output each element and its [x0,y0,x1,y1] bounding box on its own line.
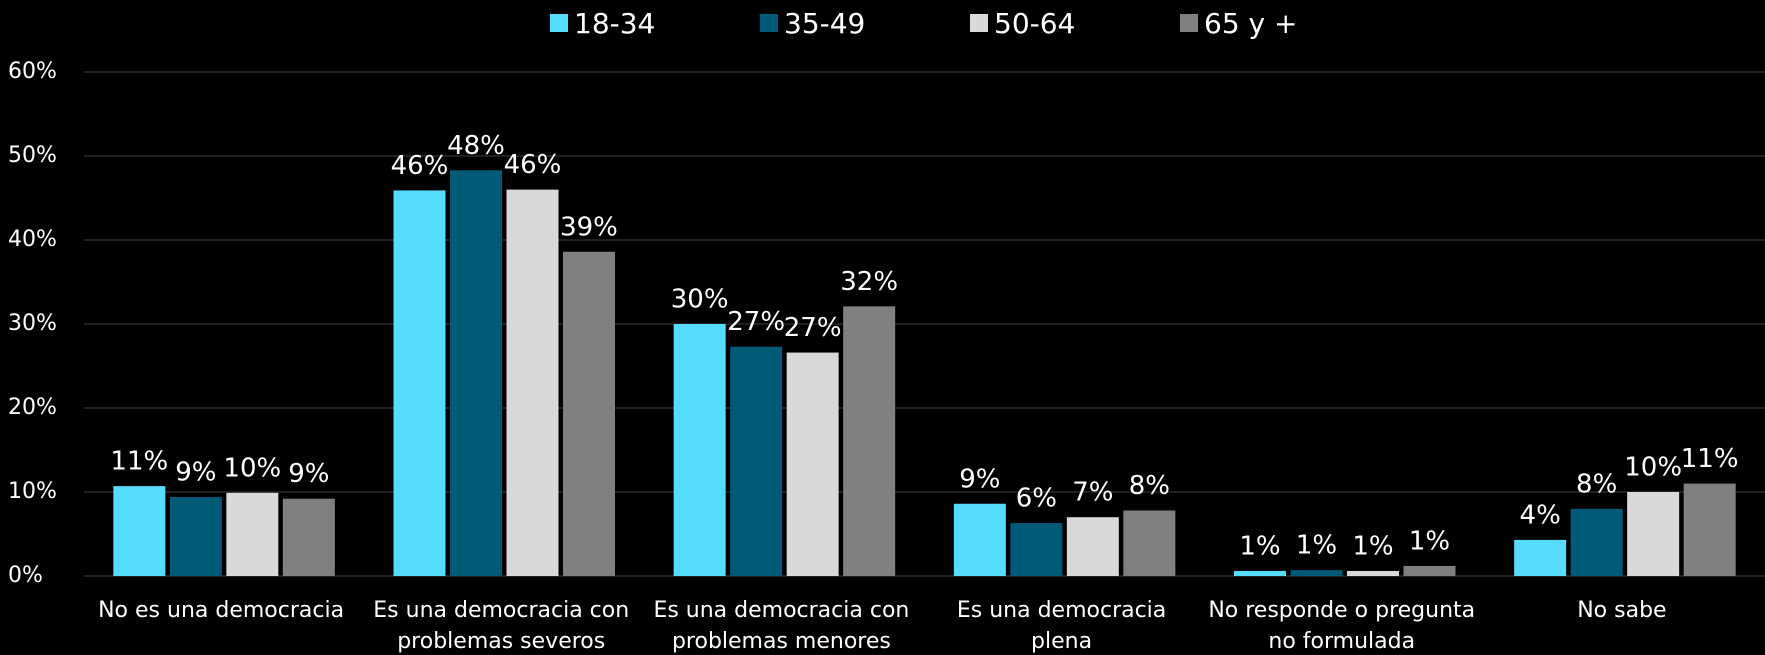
bar [1570,508,1623,576]
data-label: 1% [1296,531,1337,561]
data-label: 8% [1129,471,1170,501]
bar [1514,539,1567,576]
data-label: 8% [1576,469,1617,499]
bar [282,498,335,576]
data-label: 46% [391,151,449,181]
bar [1290,570,1343,576]
data-label: 39% [560,212,618,242]
data-label: 10% [223,453,281,483]
bar [1403,565,1456,576]
data-label: 9% [959,464,1000,494]
legend-label: 50-64 [994,7,1075,40]
legend-swatch [1180,14,1198,32]
x-tick-label: Es una democracia plena [956,598,1167,654]
legend-swatch [970,14,988,32]
data-label: 1% [1409,526,1450,556]
data-label: 9% [288,459,329,489]
bar [953,503,1006,576]
bar [786,352,839,576]
bar [1123,510,1176,576]
x-tick-label: No es una democracia [98,598,345,623]
data-label: 11% [110,447,168,477]
data-label: 27% [784,313,842,343]
bar [673,324,726,576]
x-tick-label: Es una democracia con problemas severos [373,598,630,654]
data-label: 32% [840,267,898,297]
bar [1010,523,1063,576]
data-label: 1% [1352,531,1393,561]
x-tick-label: Es una democracia con problemas menores [653,598,910,654]
y-tick-label: 40% [8,227,57,252]
x-tick-label: No responde o pregunta no formulada [1208,598,1476,654]
bar [1627,492,1680,576]
legend-swatch [760,14,778,32]
bar [1347,570,1399,576]
x-tick-label: No sabe [1577,598,1667,623]
legend-swatch [550,14,568,32]
bar [563,251,615,576]
data-label: 9% [175,458,216,488]
legend-label: 65 y + [1204,7,1297,40]
bar [1234,570,1286,576]
bar [169,497,222,576]
bar [1066,517,1119,576]
data-label: 48% [447,131,505,161]
data-label: 1% [1239,531,1280,561]
data-label: 27% [727,307,785,337]
bar [1683,483,1736,576]
y-tick-label: 60% [8,59,57,84]
bar [113,486,166,576]
y-tick-label: 50% [8,143,57,168]
y-tick-label: 20% [8,395,57,420]
data-label: 6% [1016,484,1057,514]
y-tick-label: 10% [8,479,57,504]
data-label: 11% [1681,444,1739,474]
bar [226,492,279,576]
legend-label: 35-49 [784,7,865,40]
data-label: 7% [1072,478,1113,508]
y-tick-label: 0% [8,563,43,588]
bar [393,190,446,576]
data-label: 10% [1624,453,1682,483]
bar [843,306,896,576]
data-label: 30% [671,285,729,315]
data-label: 4% [1520,500,1561,530]
bar [450,170,502,576]
y-tick-label: 30% [8,311,57,336]
legend-label: 18-34 [574,7,655,40]
bar [506,189,559,576]
bar [730,346,783,576]
data-label: 46% [504,150,562,180]
